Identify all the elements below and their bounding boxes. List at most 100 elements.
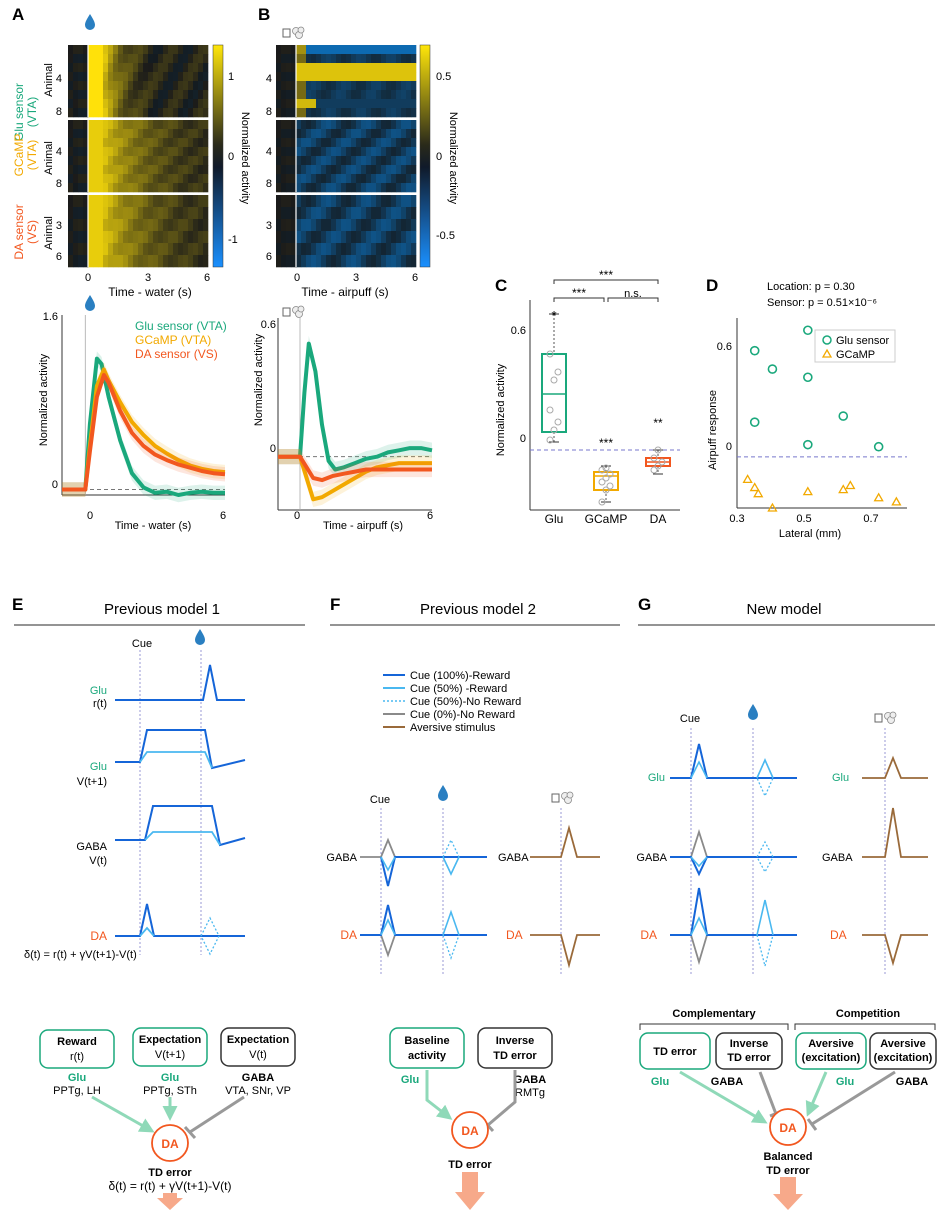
heatmap-cell bbox=[178, 147, 184, 157]
heatmap-cell bbox=[321, 243, 327, 256]
heatmap-cell bbox=[173, 72, 179, 82]
glu-point bbox=[749, 417, 760, 427]
heatmap-cell bbox=[203, 165, 209, 175]
heatmap-cell bbox=[108, 156, 114, 166]
heatmap-cell bbox=[351, 255, 357, 268]
heatmap-cell bbox=[366, 90, 372, 100]
heatmap-cell bbox=[336, 90, 342, 100]
heatmap-cell bbox=[376, 183, 382, 193]
heatmap-cell bbox=[188, 108, 194, 118]
line-b-ytick: 0 bbox=[270, 443, 276, 455]
heatmap-cell bbox=[321, 72, 327, 82]
heatmap-cell bbox=[178, 129, 184, 139]
heatmap-cell bbox=[381, 156, 387, 166]
heatmap-cell bbox=[88, 207, 94, 220]
heatmap-cell bbox=[128, 63, 134, 73]
heatmap-cell bbox=[183, 72, 189, 82]
heatmap-cell bbox=[173, 138, 179, 148]
heatmap-cell bbox=[198, 138, 204, 148]
heatmap-cell bbox=[188, 243, 194, 256]
heatmap-cell bbox=[306, 219, 312, 232]
heatmap-cell bbox=[133, 219, 139, 232]
g-comp-bracket bbox=[639, 1023, 789, 1030]
heatmap-cell bbox=[198, 207, 204, 220]
heatmap-cell bbox=[73, 183, 79, 193]
heatmap-cell bbox=[103, 243, 109, 256]
g-box-aversive1-2: (excitation) bbox=[802, 1052, 861, 1064]
heatmap-cell bbox=[331, 183, 337, 193]
heatmap-cell bbox=[108, 174, 114, 184]
heatmap-cell bbox=[88, 165, 94, 175]
heatmap-cell bbox=[321, 195, 327, 208]
heatmap-cell bbox=[321, 90, 327, 100]
heatmap-cell bbox=[168, 156, 174, 166]
heatmap-cell bbox=[73, 108, 79, 118]
heatmap-cell bbox=[401, 120, 407, 130]
heatmap-cell bbox=[93, 255, 99, 268]
heatmap-cell bbox=[168, 243, 174, 256]
heatmap-cell bbox=[83, 231, 89, 244]
f-legend-item: Cue (0%)-No Reward bbox=[410, 709, 515, 721]
heatmap-cell bbox=[203, 183, 209, 193]
heatmap-cell bbox=[406, 255, 412, 268]
heatmap-cell bbox=[78, 207, 84, 220]
heatmap-cell bbox=[178, 108, 184, 118]
heatmap-cell bbox=[178, 120, 184, 130]
data-point bbox=[550, 426, 558, 434]
heatmap-cell bbox=[371, 72, 377, 82]
heatmap-cell bbox=[341, 243, 347, 256]
heatmap-cell bbox=[88, 138, 94, 148]
g-arrow-inverse bbox=[758, 1071, 783, 1118]
e-vt-label: V(t) bbox=[89, 855, 107, 867]
heatmap-cell bbox=[391, 63, 397, 73]
heatmap-cell bbox=[103, 129, 109, 139]
heatmap-cell bbox=[153, 81, 159, 91]
heatmap-cell bbox=[346, 207, 352, 220]
heatmap-cell bbox=[291, 120, 297, 130]
heatmap-cell bbox=[381, 231, 387, 244]
e-trace-vt1-light bbox=[139, 751, 213, 769]
heatmap-cell bbox=[311, 183, 317, 193]
heatmap-cell bbox=[143, 174, 149, 184]
heatmap-cell bbox=[386, 90, 392, 100]
e-trace-vt-dark bbox=[115, 805, 246, 847]
heatmap-cell bbox=[158, 54, 164, 64]
heatmap-cell bbox=[276, 243, 282, 256]
g-arrow-td bbox=[679, 1070, 768, 1124]
heatmap-cell bbox=[326, 156, 332, 166]
heatmap-cell bbox=[168, 45, 174, 55]
line-chart-b bbox=[277, 318, 433, 511]
heatmap-cell bbox=[331, 45, 337, 55]
heatmap-cell bbox=[406, 207, 412, 220]
hm-a-ytick: 6 bbox=[56, 251, 62, 263]
heatmap-cell bbox=[83, 108, 89, 118]
g-competition: Competition bbox=[836, 1008, 900, 1020]
heatmap-cell bbox=[193, 156, 199, 166]
heatmap-cell bbox=[98, 108, 104, 118]
heatmap-cell bbox=[148, 147, 154, 157]
c-ylabel: Normalized activity bbox=[495, 363, 507, 456]
f-box-inverse bbox=[477, 1027, 553, 1069]
heatmap-cell bbox=[148, 219, 154, 232]
heatmap-cell bbox=[296, 165, 302, 175]
g-da-gray bbox=[690, 934, 708, 966]
water-drop-icon bbox=[748, 704, 758, 720]
heatmap-cell bbox=[173, 219, 179, 232]
heatmap-cell bbox=[93, 108, 99, 118]
heatmap-cell bbox=[411, 147, 417, 157]
heatmap-cell bbox=[98, 54, 104, 64]
heatmap-cell bbox=[153, 243, 159, 256]
heatmap-cell bbox=[281, 63, 287, 73]
heatmap-cell bbox=[68, 108, 74, 118]
heatmap-cell bbox=[371, 195, 377, 208]
heatmap-cell bbox=[291, 255, 297, 268]
heatmap-cell bbox=[73, 243, 79, 256]
heatmap-cell bbox=[143, 195, 149, 208]
heatmap-cell bbox=[148, 255, 154, 268]
hm-a-ytick: 8 bbox=[56, 178, 62, 190]
heatmap-cell bbox=[301, 54, 307, 64]
heatmap-cell bbox=[98, 156, 104, 166]
heatmap-cell bbox=[296, 207, 302, 220]
heatmap-cell bbox=[401, 129, 407, 139]
series-band bbox=[278, 335, 432, 478]
